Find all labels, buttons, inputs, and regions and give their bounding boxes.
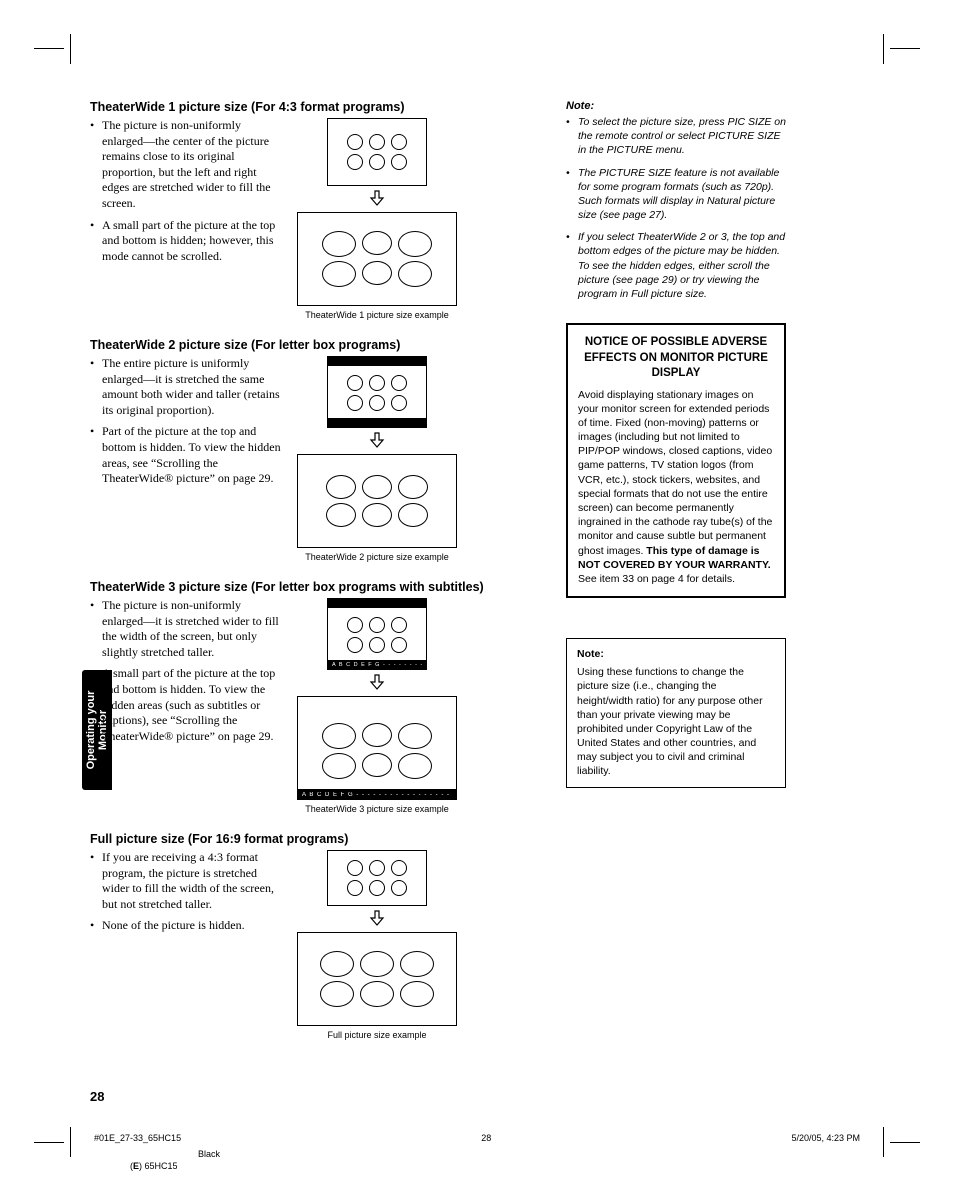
tw2-caption: TheaterWide 2 picture size example: [305, 552, 449, 562]
full-header: Full picture size (For 16:9 format progr…: [90, 832, 540, 846]
tw3-bullet: The picture is non-uniformly enlarged—it…: [102, 598, 282, 660]
tw2-bullet: The entire picture is uniformly enlarged…: [102, 356, 282, 418]
section-tw3: TheaterWide 3 picture size (For letter b…: [90, 580, 540, 814]
tw1-before: [327, 118, 427, 186]
section-tw2: TheaterWide 2 picture size (For letter b…: [90, 338, 540, 562]
footer-model: (E) 65HC15: [90, 1161, 864, 1171]
footer: #01E_27-33_65HC15 28 5/20/05, 4:23 PM Bl…: [90, 1133, 864, 1171]
arrow-down-icon: [369, 190, 385, 206]
footer-color: Black: [90, 1149, 864, 1159]
note2-title: Note:: [577, 647, 775, 661]
notice-header: NOTICE OF POSSIBLE ADVERSE EFFECTS ON MO…: [578, 335, 774, 382]
footer-file: #01E_27-33_65HC15: [94, 1133, 181, 1143]
full-caption: Full picture size example: [327, 1030, 426, 1040]
tw1-bullet: The picture is non-uniformly enlarged—th…: [102, 118, 282, 212]
tw1-header: TheaterWide 1 picture size (For 4:3 form…: [90, 100, 540, 114]
tw2-before: [327, 356, 427, 428]
tw3-caption: TheaterWide 3 picture size example: [305, 804, 449, 814]
tw2-after: [297, 454, 457, 548]
tw3-header: TheaterWide 3 picture size (For letter b…: [90, 580, 540, 594]
tw3-after: A B C D E F G - - - - - - - - - - - - - …: [297, 696, 457, 800]
footer-page: 28: [481, 1133, 491, 1143]
tw2-header: TheaterWide 2 picture size (For letter b…: [90, 338, 540, 352]
page-number: 28: [90, 1089, 104, 1104]
tw2-bullet: Part of the picture at the top and botto…: [102, 424, 282, 486]
tw3-small-sub: A B C D E F G - - - - - - - - - - - - - …: [332, 662, 422, 668]
section-tw1: TheaterWide 1 picture size (For 4:3 form…: [90, 100, 540, 320]
note-item: If you select TheaterWide 2 or 3, the to…: [578, 230, 786, 301]
arrow-down-icon: [369, 674, 385, 690]
notice-body: Avoid displaying stationary images on yo…: [578, 388, 774, 586]
arrow-down-icon: [369, 910, 385, 926]
note-item: The PICTURE SIZE feature is not availabl…: [578, 166, 786, 223]
notice-box: NOTICE OF POSSIBLE ADVERSE EFFECTS ON MO…: [566, 323, 786, 598]
full-before: [327, 850, 427, 906]
section-full: Full picture size (For 16:9 format progr…: [90, 832, 540, 1040]
left-column: TheaterWide 1 picture size (For 4:3 form…: [90, 100, 540, 1058]
tw3-big-sub: A B C D E F G - - - - - - - - - - - - - …: [302, 792, 452, 798]
tw2-figure: TheaterWide 2 picture size example: [292, 356, 462, 562]
footer-date: 5/20/05, 4:23 PM: [791, 1133, 860, 1143]
arrow-down-icon: [369, 432, 385, 448]
tw3-bullet: A small part of the picture at the top a…: [102, 666, 282, 744]
full-after: [297, 932, 457, 1026]
full-bullet: If you are receiving a 4:3 format progra…: [102, 850, 282, 912]
tw3-figure: A B C D E F G - - - - - - - - - - - - - …: [292, 598, 462, 814]
note2-body: Using these functions to change the pict…: [577, 666, 763, 777]
note2-box: Note: Using these functions to change th…: [566, 638, 786, 788]
note-title: Note:: [566, 100, 786, 112]
note-item: To select the picture size, press PIC SI…: [578, 115, 786, 158]
right-column: Note: To select the picture size, press …: [566, 100, 786, 1058]
page: Operating yourMonitor TheaterWide 1 pict…: [90, 100, 864, 1100]
tw1-after: [297, 212, 457, 306]
tw1-figure: TheaterWide 1 picture size example: [292, 118, 462, 320]
full-figure: Full picture size example: [292, 850, 462, 1040]
tw1-bullet: A small part of the picture at the top a…: [102, 218, 282, 265]
tw3-before: A B C D E F G - - - - - - - - - - - - - …: [327, 598, 427, 670]
full-bullet: None of the picture is hidden.: [102, 918, 282, 934]
tw1-caption: TheaterWide 1 picture size example: [305, 310, 449, 320]
